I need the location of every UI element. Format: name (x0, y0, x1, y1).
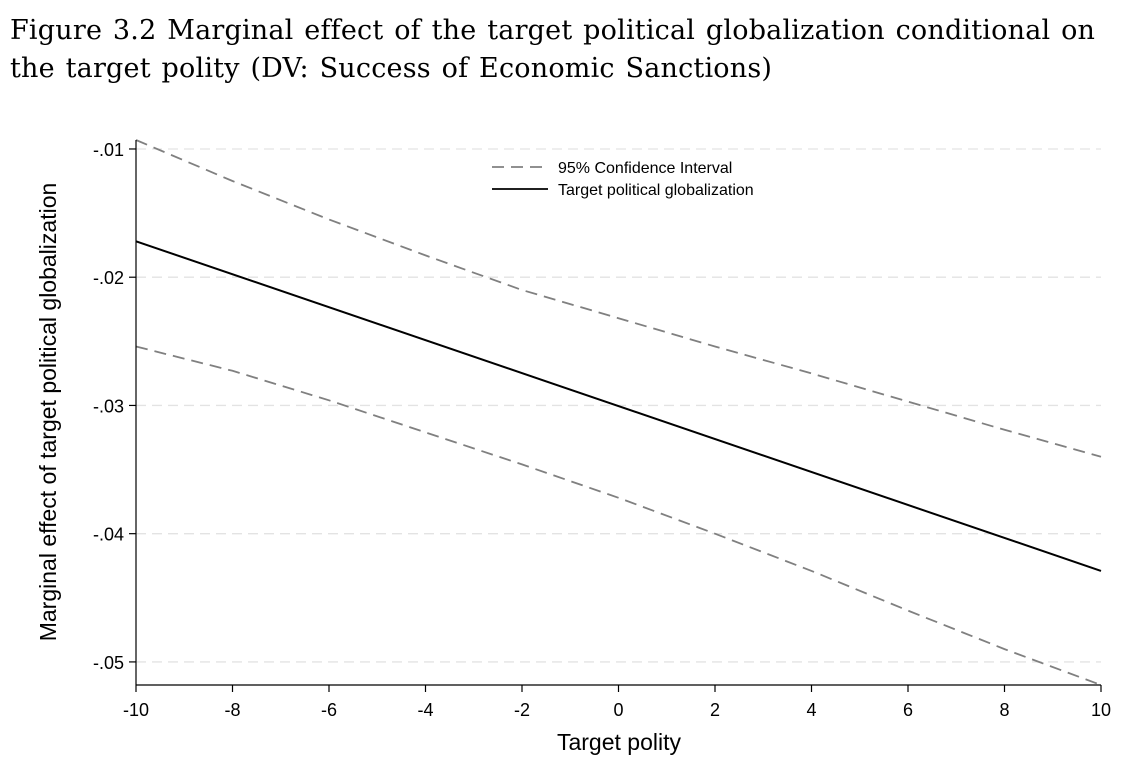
y-tick-label: -.02 (93, 268, 124, 288)
axes (135, 140, 1101, 686)
x-tick-label: -8 (224, 700, 240, 720)
x-tick-label: 6 (903, 700, 913, 720)
x-ticks: -10 -8 -6 -4 -2 0 2 4 6 8 10 (123, 685, 1111, 720)
legend-label: Target political globalization (558, 182, 754, 199)
series-line-upper (135, 139, 1102, 458)
x-tick-label: -6 (321, 700, 337, 720)
x-tick-label: 2 (710, 700, 720, 720)
x-tick-label: 10 (1091, 700, 1111, 720)
y-axis-title: Marginal effect of target political glob… (35, 183, 61, 642)
y-ticks: -.01 -.02 -.03 -.04 -.05 (93, 140, 136, 673)
series-line-estimate (135, 240, 1102, 572)
figure-caption: Figure 3.2 Marginal effect of the target… (10, 15, 1096, 84)
x-tick-label: 8 (999, 700, 1009, 720)
y-tick-label: -.05 (93, 653, 124, 673)
y-tick-label: -.04 (93, 525, 124, 545)
x-axis-title: Target polity (557, 729, 682, 755)
y-tick-label: -.01 (93, 140, 124, 160)
legend-label: 95% Confidence Interval (558, 160, 732, 177)
x-tick-label: -2 (514, 700, 530, 720)
x-tick-label: 4 (806, 700, 816, 720)
x-tick-label: 0 (613, 700, 623, 720)
legend: 95% Confidence Interval Target political … (492, 160, 754, 199)
series-lines (135, 139, 1102, 686)
series-line-lower (135, 345, 1102, 686)
x-tick-label: -10 (123, 700, 149, 720)
x-tick-label: -4 (417, 700, 433, 720)
y-tick-label: -.03 (93, 396, 124, 416)
